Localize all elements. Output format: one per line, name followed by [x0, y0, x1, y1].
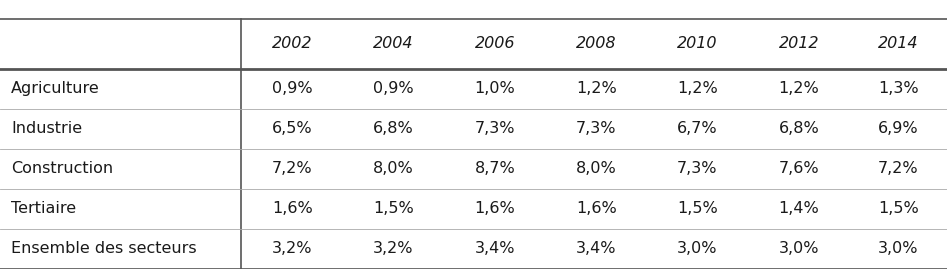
- Text: 0,9%: 0,9%: [272, 81, 313, 96]
- Text: 1,6%: 1,6%: [272, 201, 313, 216]
- Text: 0,9%: 0,9%: [373, 81, 414, 96]
- Text: 3,0%: 3,0%: [878, 242, 919, 256]
- Text: 2004: 2004: [373, 36, 414, 51]
- Text: 7,6%: 7,6%: [778, 161, 819, 176]
- Text: 1,4%: 1,4%: [778, 201, 819, 216]
- Text: 1,0%: 1,0%: [474, 81, 515, 96]
- Text: 2010: 2010: [677, 36, 718, 51]
- Text: 6,8%: 6,8%: [778, 121, 819, 136]
- Text: 8,0%: 8,0%: [373, 161, 414, 176]
- Text: 1,5%: 1,5%: [878, 201, 919, 216]
- Text: 7,3%: 7,3%: [474, 121, 515, 136]
- Text: 7,2%: 7,2%: [272, 161, 313, 176]
- Text: Construction: Construction: [11, 161, 114, 176]
- Text: 2002: 2002: [272, 36, 313, 51]
- Text: Industrie: Industrie: [11, 121, 82, 136]
- Text: Agriculture: Agriculture: [11, 81, 100, 96]
- Text: 3,0%: 3,0%: [778, 242, 819, 256]
- Text: 6,7%: 6,7%: [677, 121, 718, 136]
- Text: 3,2%: 3,2%: [272, 242, 313, 256]
- Text: 2014: 2014: [878, 36, 919, 51]
- Text: 2008: 2008: [576, 36, 616, 51]
- Text: 8,0%: 8,0%: [576, 161, 616, 176]
- Text: 1,2%: 1,2%: [576, 81, 616, 96]
- Text: 8,7%: 8,7%: [474, 161, 515, 176]
- Text: 1,3%: 1,3%: [878, 81, 919, 96]
- Text: 7,3%: 7,3%: [677, 161, 718, 176]
- Text: 2006: 2006: [474, 36, 515, 51]
- Text: 1,2%: 1,2%: [778, 81, 819, 96]
- Text: 3,0%: 3,0%: [677, 242, 718, 256]
- Text: 3,4%: 3,4%: [474, 242, 515, 256]
- Text: 1,2%: 1,2%: [677, 81, 718, 96]
- Text: 7,2%: 7,2%: [878, 161, 919, 176]
- Text: 2012: 2012: [778, 36, 819, 51]
- Text: 6,5%: 6,5%: [272, 121, 313, 136]
- Text: 3,4%: 3,4%: [576, 242, 616, 256]
- Text: Ensemble des secteurs: Ensemble des secteurs: [11, 242, 197, 256]
- Text: Tertiaire: Tertiaire: [11, 201, 77, 216]
- Text: 7,3%: 7,3%: [576, 121, 616, 136]
- Text: 1,5%: 1,5%: [373, 201, 414, 216]
- Text: 1,5%: 1,5%: [677, 201, 718, 216]
- Text: 6,8%: 6,8%: [373, 121, 414, 136]
- Text: 3,2%: 3,2%: [373, 242, 414, 256]
- Text: 6,9%: 6,9%: [878, 121, 919, 136]
- Text: 1,6%: 1,6%: [576, 201, 616, 216]
- Text: 1,6%: 1,6%: [474, 201, 515, 216]
